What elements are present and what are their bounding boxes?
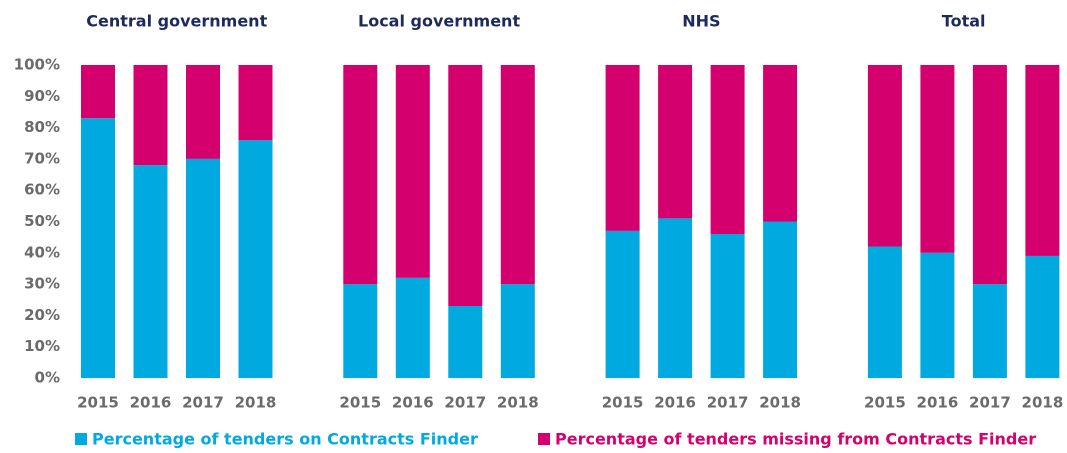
bar-segment bbox=[920, 252, 955, 378]
bar-segment bbox=[710, 65, 745, 235]
bar-segment bbox=[448, 306, 483, 378]
y-tick-label: 0% bbox=[35, 369, 60, 387]
bar-segment bbox=[500, 284, 535, 378]
x-tick-label: 2015 bbox=[864, 394, 906, 412]
bar-segment bbox=[972, 284, 1007, 378]
x-tick-label: 2015 bbox=[77, 394, 119, 412]
legend-swatch bbox=[75, 433, 87, 445]
x-tick-label: 2017 bbox=[969, 394, 1011, 412]
bar-segment bbox=[1025, 65, 1060, 256]
bar-segment bbox=[605, 230, 640, 378]
x-tick-label: 2017 bbox=[444, 394, 486, 412]
x-tick-label: 2015 bbox=[602, 394, 644, 412]
bar-segment bbox=[238, 65, 273, 141]
y-tick-label: 70% bbox=[24, 149, 60, 167]
bar-segment bbox=[133, 165, 168, 378]
y-tick-label: 60% bbox=[24, 181, 60, 199]
x-tick-label: 2018 bbox=[235, 394, 277, 412]
bar-segment bbox=[763, 221, 798, 378]
x-tick-label: 2017 bbox=[182, 394, 224, 412]
y-tick-label: 80% bbox=[24, 118, 60, 136]
x-tick-label: 2016 bbox=[392, 394, 434, 412]
y-tick-label: 20% bbox=[24, 306, 60, 324]
bar-segment bbox=[920, 65, 955, 253]
bar-segment bbox=[395, 277, 430, 378]
bar-segment bbox=[186, 65, 220, 159]
y-tick-label: 90% bbox=[24, 87, 60, 105]
x-tick-label: 2018 bbox=[497, 394, 539, 412]
bar-segment bbox=[867, 65, 902, 247]
bar-segment bbox=[395, 65, 430, 278]
x-tick-label: 2015 bbox=[339, 394, 381, 412]
bar-segment bbox=[238, 140, 273, 378]
y-tick-label: 50% bbox=[24, 212, 60, 230]
x-tick-label: 2016 bbox=[130, 394, 172, 412]
bar-segment bbox=[500, 65, 535, 285]
bar-segment bbox=[972, 65, 1007, 285]
x-tick-label: 2017 bbox=[707, 394, 749, 412]
bar-segment bbox=[81, 65, 115, 119]
bar-segment bbox=[448, 65, 483, 307]
bar-segment bbox=[605, 65, 640, 231]
x-tick-label: 2016 bbox=[917, 394, 959, 412]
legend-label: Percentage of tenders on Contracts Finde… bbox=[92, 430, 478, 449]
bar-segment bbox=[343, 284, 378, 378]
legend-swatch bbox=[538, 433, 550, 445]
bar-segment bbox=[343, 65, 378, 285]
bar-segment bbox=[186, 158, 220, 378]
bar-segment bbox=[710, 234, 745, 378]
y-tick-label: 100% bbox=[14, 56, 60, 74]
bar-segment bbox=[133, 65, 168, 166]
y-tick-label: 10% bbox=[24, 337, 60, 355]
bar-segment bbox=[658, 65, 693, 219]
bar-segment bbox=[81, 118, 115, 379]
bar-segment bbox=[658, 218, 693, 378]
panel-title: Central government bbox=[86, 12, 267, 31]
legend-label: Percentage of tenders missing from Contr… bbox=[555, 430, 1036, 449]
bar-segment bbox=[763, 65, 798, 222]
panel-title: NHS bbox=[682, 12, 720, 31]
panel-title: Local government bbox=[358, 12, 520, 31]
bar-segment bbox=[1025, 255, 1060, 378]
panel-title: Total bbox=[942, 12, 986, 31]
y-tick-label: 30% bbox=[24, 275, 60, 293]
y-tick-label: 40% bbox=[24, 243, 60, 261]
x-tick-label: 2016 bbox=[654, 394, 696, 412]
x-tick-label: 2018 bbox=[759, 394, 801, 412]
bar-segment bbox=[867, 246, 902, 378]
x-tick-label: 2018 bbox=[1022, 394, 1064, 412]
